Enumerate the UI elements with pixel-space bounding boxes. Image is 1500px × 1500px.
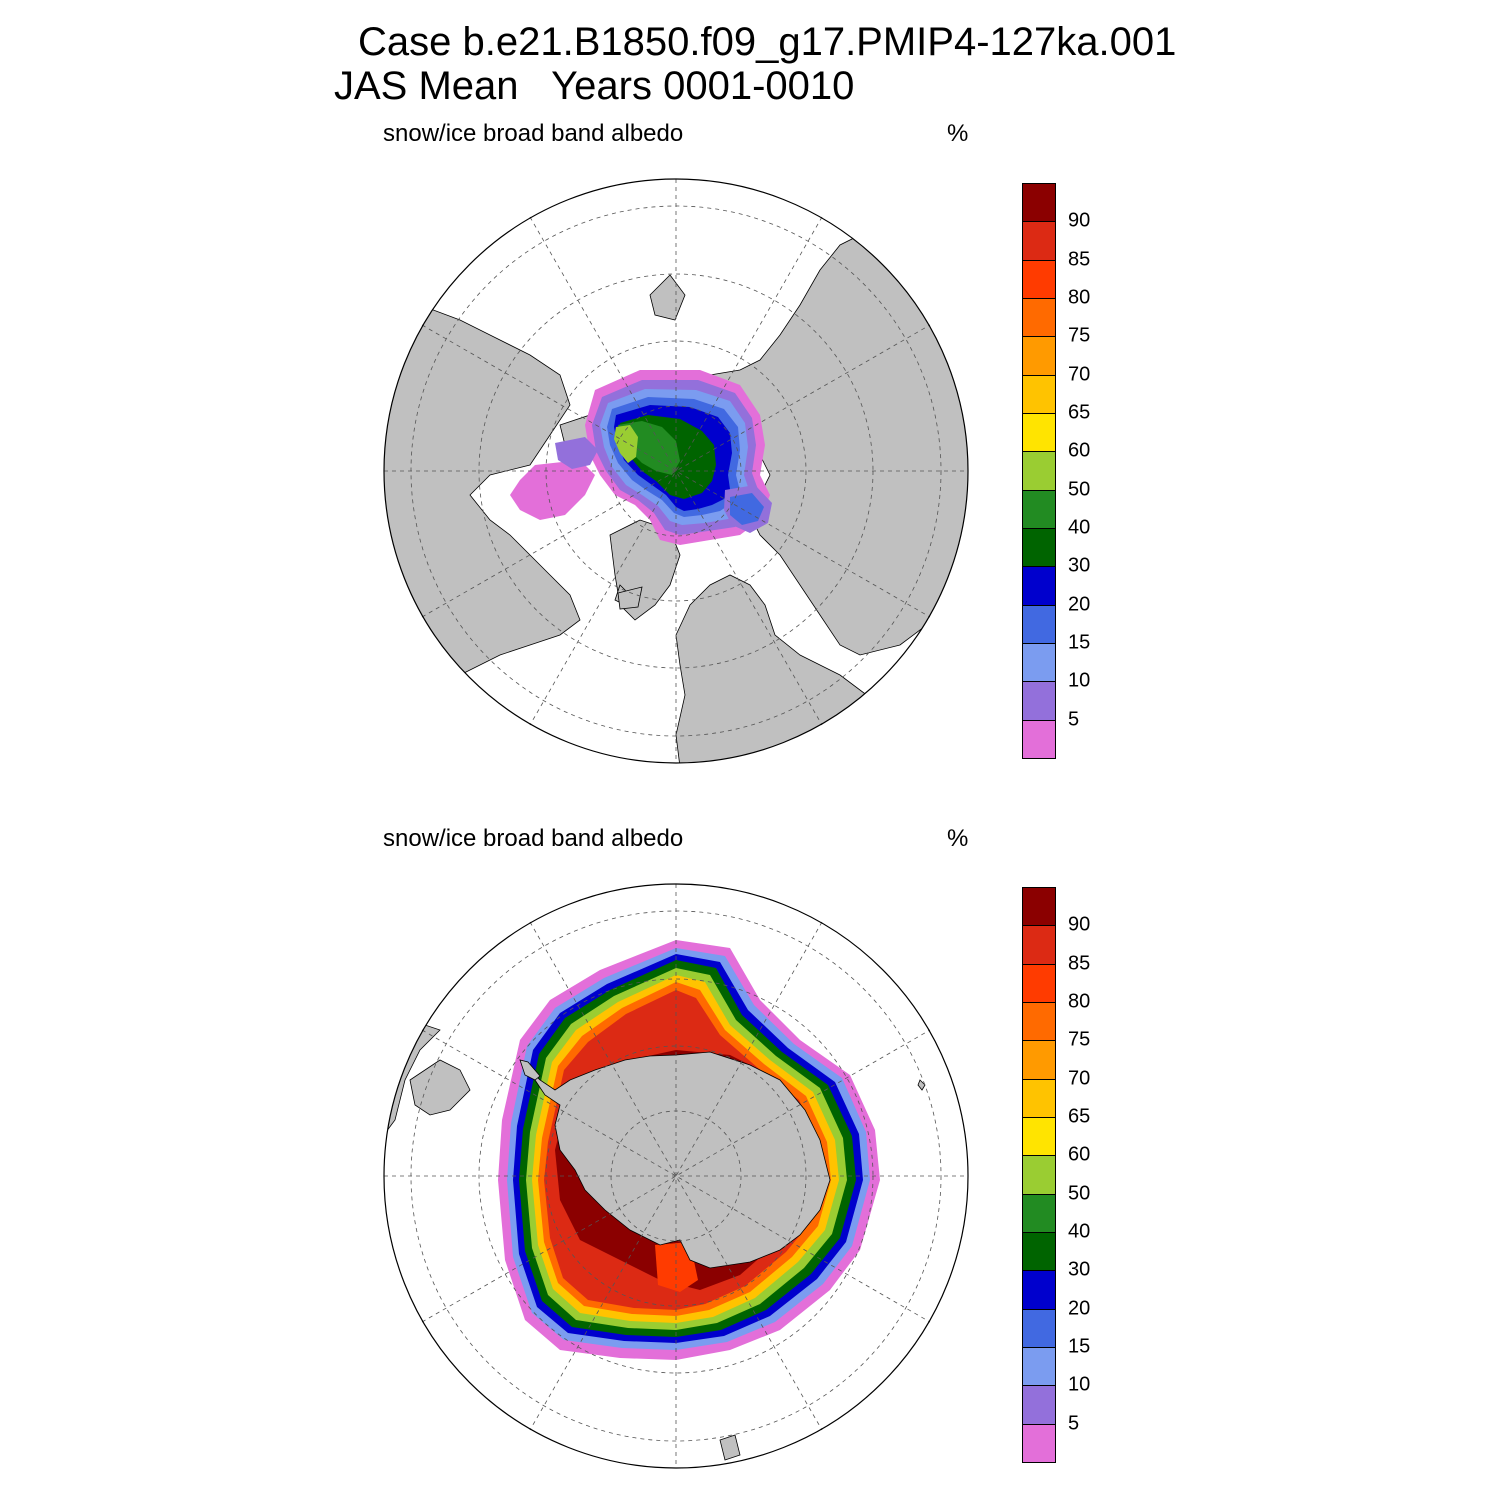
panel1-units-label: % [947, 120, 969, 147]
colorbar-swatch [1022, 298, 1056, 338]
colorbar-swatch [1022, 1347, 1056, 1387]
colorbar-swatch [1022, 528, 1056, 568]
colorbar-tick-label: 50 [1068, 478, 1091, 501]
colorbar-swatch [1022, 1308, 1056, 1348]
south-polar-map [383, 883, 969, 1469]
colorbar-swatch [1022, 719, 1056, 759]
colorbar-tick-label: 20 [1068, 593, 1091, 616]
colorbar-tick-label: 5 [1068, 1412, 1080, 1435]
colorbar-swatch [1022, 413, 1056, 453]
colorbar-swatch [1022, 1040, 1056, 1080]
colorbar-tick-label: 15 [1068, 631, 1091, 654]
colorbar-tick-label: 85 [1068, 248, 1091, 271]
map-boundary [383, 178, 969, 764]
colorbar-tick-label: 40 [1068, 1220, 1091, 1243]
colorbar-tick-label: 65 [1068, 1105, 1091, 1128]
colorbar-swatch [1022, 183, 1056, 223]
panel2-variable-label: snow/ice broad band albedo [383, 825, 684, 852]
figure-title-case: Case b.e21.B1850.f09_g17.PMIP4-127ka.001 [358, 20, 1177, 64]
colorbar-swatch [1022, 925, 1056, 965]
colorbar-tick-label: 60 [1068, 1143, 1091, 1166]
colorbar-tick-label: 80 [1068, 990, 1091, 1013]
colorbar-swatch [1022, 887, 1056, 927]
colorbar-swatch [1022, 1193, 1056, 1233]
colorbar-swatch [1022, 1423, 1056, 1463]
colorbar-swatch [1022, 221, 1056, 261]
colorbar-tick-label: 50 [1068, 1182, 1091, 1205]
colorbar-tick-label: 40 [1068, 516, 1091, 539]
colorbar-tick-label: 75 [1068, 324, 1091, 347]
colorbar-swatch [1022, 259, 1056, 299]
colorbar-swatch [1022, 643, 1056, 683]
panel2-units-label: % [947, 825, 969, 852]
map-boundary [383, 883, 969, 1469]
panel1-variable-label: snow/ice broad band albedo [383, 120, 684, 147]
north-graticule [384, 179, 968, 763]
colorbar-swatch [1022, 566, 1056, 606]
colorbar-swatch [1022, 1232, 1056, 1272]
colorbar-swatch [1022, 681, 1056, 721]
colorbar-tick-label: 70 [1068, 363, 1091, 386]
colorbar-tick-label: 90 [1068, 913, 1091, 936]
colorbar-north: 90 85 80 75 70 65 60 50 40 30 20 15 10 5 [1022, 183, 1102, 759]
colorbar-swatch [1022, 1078, 1056, 1118]
colorbar-swatch [1022, 1155, 1056, 1195]
colorbar-tick-label: 80 [1068, 286, 1091, 309]
colorbar-tick-label: 85 [1068, 952, 1091, 975]
colorbar-tick-label: 10 [1068, 1373, 1091, 1396]
colorbar-tick-label: 75 [1068, 1028, 1091, 1051]
colorbar-swatch [1022, 1002, 1056, 1042]
colorbar-swatch [1022, 336, 1056, 376]
colorbar-swatch [1022, 604, 1056, 644]
colorbar-tick-label: 65 [1068, 401, 1091, 424]
colorbar-tick-label: 70 [1068, 1067, 1091, 1090]
colorbar-swatch [1022, 489, 1056, 529]
colorbar-tick-label: 30 [1068, 1258, 1091, 1281]
colorbar-south: 90 85 80 75 70 65 60 50 40 30 20 15 10 5 [1022, 887, 1102, 1463]
colorbar-tick-label: 20 [1068, 1297, 1091, 1320]
colorbar-tick-label: 10 [1068, 669, 1091, 692]
colorbar-swatch [1022, 374, 1056, 414]
colorbar-swatch [1022, 1117, 1056, 1157]
colorbar-swatch [1022, 1385, 1056, 1425]
colorbar-tick-label: 5 [1068, 708, 1080, 731]
colorbar-tick-label: 60 [1068, 439, 1091, 462]
colorbar-tick-label: 90 [1068, 209, 1091, 232]
north-polar-map [383, 178, 969, 764]
colorbar-tick-label: 15 [1068, 1335, 1091, 1358]
south-graticule [384, 884, 968, 1468]
colorbar-tick-label: 30 [1068, 554, 1091, 577]
figure-title-period: JAS Mean Years 0001-0010 [334, 64, 855, 108]
colorbar-swatch [1022, 1270, 1056, 1310]
colorbar-swatch [1022, 963, 1056, 1003]
colorbar-swatch [1022, 451, 1056, 491]
